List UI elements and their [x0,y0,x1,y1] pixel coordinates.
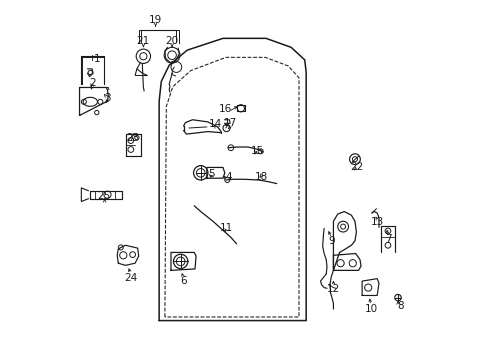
Text: 7: 7 [384,234,390,244]
Text: 3: 3 [104,93,111,103]
Text: 12: 12 [326,284,339,294]
Text: 5: 5 [208,168,214,179]
Text: 21: 21 [137,36,150,46]
Text: 11: 11 [220,224,233,233]
Text: 20: 20 [165,36,178,46]
Text: 19: 19 [149,15,162,26]
Text: 10: 10 [365,304,378,314]
Text: 24: 24 [123,273,137,283]
Text: 25: 25 [97,191,110,201]
Text: 2: 2 [89,78,96,88]
Text: 23: 23 [126,133,139,143]
Text: 16: 16 [219,104,232,114]
Text: 14: 14 [209,120,222,129]
Text: 13: 13 [370,217,384,227]
Text: 15: 15 [250,146,263,156]
Text: 9: 9 [327,236,334,246]
Text: 1: 1 [93,54,100,64]
Text: 6: 6 [180,276,186,286]
Text: 8: 8 [396,301,403,311]
Text: 17: 17 [223,118,236,128]
Text: 4: 4 [224,172,231,182]
Text: 22: 22 [349,162,362,172]
Text: 18: 18 [255,172,268,182]
